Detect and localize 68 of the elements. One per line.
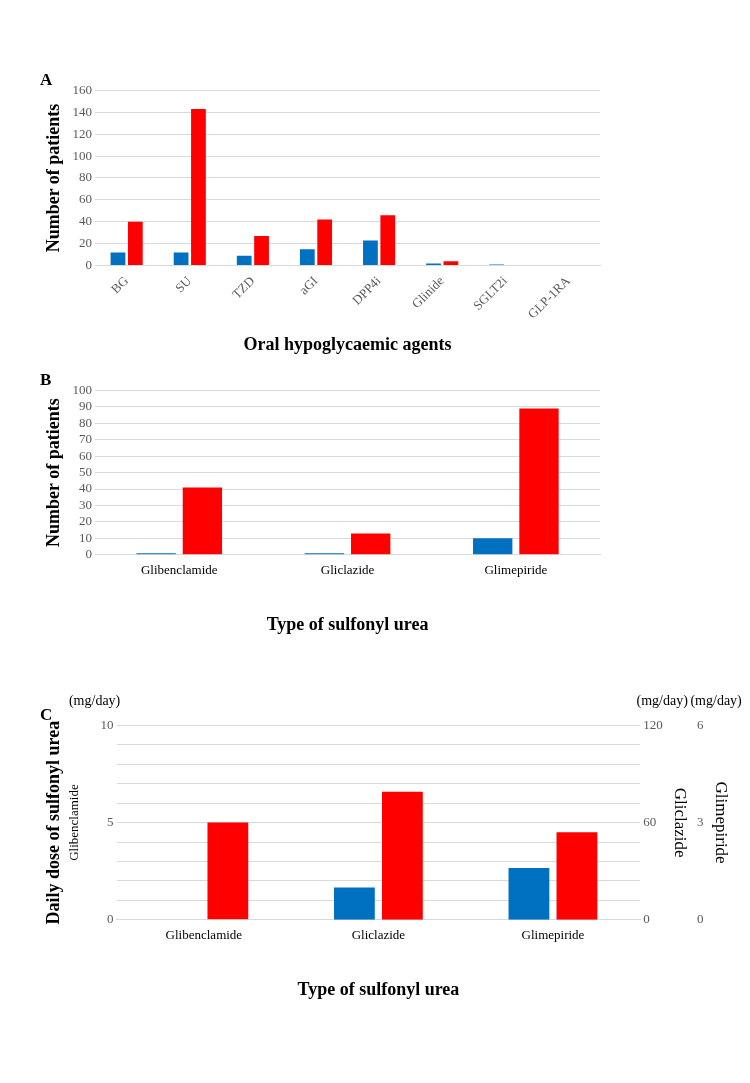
y-tick-label: 100 bbox=[72, 381, 93, 397]
y2-axis-title: Gliclazide bbox=[671, 787, 691, 858]
y-tick-label: 70 bbox=[79, 431, 93, 447]
bar bbox=[191, 109, 206, 266]
x-axis-title: Oral hypoglycaemic agents bbox=[243, 333, 452, 354]
bar bbox=[380, 215, 396, 266]
chart-title: B bbox=[40, 369, 52, 389]
y-tick-label: 80 bbox=[79, 414, 93, 430]
y-tick-label: 50 bbox=[79, 464, 93, 480]
bar bbox=[182, 487, 223, 555]
y-tick-label: 140 bbox=[72, 103, 93, 119]
y-tick-label: 40 bbox=[79, 480, 93, 496]
y2-tick-label: 60 bbox=[643, 814, 657, 830]
y-tick-label: 80 bbox=[79, 169, 93, 185]
y-tick-label: 10 bbox=[100, 716, 114, 732]
x-tick-label: Gliclazide bbox=[320, 562, 375, 578]
y-tick-label: 10 bbox=[79, 529, 93, 545]
bar bbox=[110, 252, 126, 266]
y-axis-title: Number of patients bbox=[43, 103, 64, 253]
x-tick-label: Glibenclamide bbox=[140, 562, 218, 578]
y-tick-label: 40 bbox=[79, 213, 93, 229]
y2-tick-label: 120 bbox=[643, 716, 663, 732]
x-tick-label: SU bbox=[171, 272, 195, 296]
y-tick-label: 160 bbox=[72, 81, 93, 97]
bar bbox=[443, 261, 459, 266]
bar bbox=[173, 252, 189, 266]
y2-tick-label: 0 bbox=[643, 911, 650, 927]
x-tick-label: TZD bbox=[228, 273, 258, 302]
x-tick-label: Gliclazide bbox=[351, 927, 406, 943]
bar bbox=[363, 240, 378, 266]
bar bbox=[519, 408, 559, 555]
bar bbox=[236, 255, 252, 266]
bar bbox=[299, 249, 315, 266]
y-tick-label: 30 bbox=[79, 496, 93, 512]
y-tick-label: 60 bbox=[79, 447, 93, 463]
bar bbox=[254, 236, 269, 266]
chart-title: A bbox=[40, 69, 53, 89]
y-tick-label: 60 bbox=[79, 191, 93, 207]
y3-tick-label: 0 bbox=[697, 911, 704, 927]
x-tick-label: aGI bbox=[296, 273, 321, 298]
y-tick-label: 0 bbox=[85, 257, 93, 272]
y-tick-label: 0 bbox=[107, 911, 114, 927]
text: (mg/day) bbox=[636, 693, 689, 710]
x-tick-label: Glibenclamide bbox=[165, 927, 243, 943]
y-tick-label: 20 bbox=[79, 513, 93, 529]
bar bbox=[317, 219, 333, 266]
bar bbox=[473, 538, 513, 555]
y-axis-title: Number of patients bbox=[43, 398, 64, 547]
x-axis-title: Type of sulfonyl urea bbox=[297, 978, 460, 999]
x-tick-label: BG bbox=[107, 273, 132, 297]
text: Glibenclamide bbox=[66, 784, 82, 861]
bar bbox=[351, 533, 391, 555]
x-tick-label: Glimepiride bbox=[521, 927, 585, 943]
y3-tick-label: 3 bbox=[697, 814, 704, 830]
y-tick-label: 0 bbox=[85, 546, 93, 562]
y3-tick-label: 6 bbox=[697, 716, 705, 732]
bar bbox=[127, 221, 143, 266]
y-tick-label: 90 bbox=[79, 398, 93, 414]
y-tick-label: 100 bbox=[72, 147, 93, 163]
y3-axis-title: Glimepiride bbox=[712, 781, 732, 864]
text: (mg/day) bbox=[68, 693, 121, 710]
y-tick-label: 5 bbox=[107, 814, 114, 830]
x-axis-title: Type of sulfonyl urea bbox=[266, 613, 429, 634]
y-tick-label: 120 bbox=[72, 125, 93, 141]
y-tick-label: 20 bbox=[79, 235, 93, 251]
x-tick-label: Glimepiride bbox=[484, 562, 548, 578]
text: (mg/day) bbox=[690, 693, 743, 710]
y-axis-title: Daily dose of sulfonyl urea bbox=[43, 720, 64, 925]
